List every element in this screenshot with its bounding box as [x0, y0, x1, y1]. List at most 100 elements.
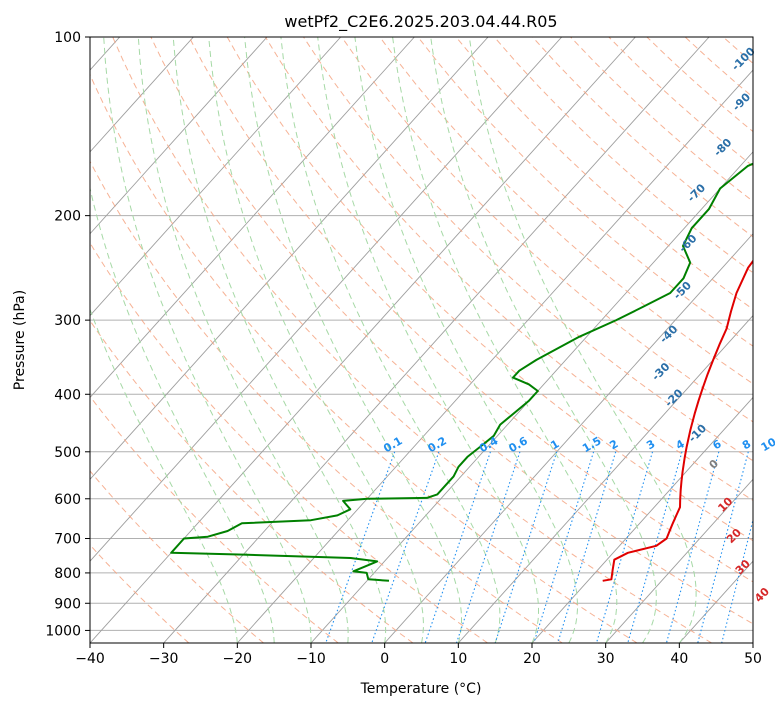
moist-adiabat-line [468, 37, 697, 643]
y-tick-label: 300 [54, 313, 81, 329]
dewpoint-line [170, 162, 753, 582]
isotherm-line [90, 37, 563, 562]
isotherm-line [457, 314, 753, 643]
mixing-ratio-line [665, 451, 720, 643]
dry-adiabat-line [90, 319, 414, 643]
isotherm-line [678, 560, 753, 643]
y-tick-label: 200 [54, 209, 81, 225]
moist-adiabat-line [392, 37, 618, 643]
dry-adiabat-line [112, 37, 712, 643]
dry-adiabat-line [379, 37, 753, 385]
x-tick-label: −40 [75, 651, 105, 667]
y-tick-label: 1000 [45, 623, 81, 639]
x-axis-label: Temperature (°C) [360, 681, 482, 697]
moist-adiabat-line [280, 37, 501, 643]
isotherm-line [90, 37, 194, 153]
mixing-ratio-line [721, 517, 753, 643]
moist-adiabat-line [317, 37, 539, 643]
moist-adiabat-line [103, 37, 312, 643]
axes: −40 −30 −20 −10 0 10 20 30 40 5010020030040050060… [45, 30, 762, 667]
mixing-ratio-line [455, 451, 521, 643]
mixing-ratio-line [697, 451, 749, 643]
moist-adiabat-label: -50 [671, 279, 694, 302]
dry-adiabat-label: 10 [715, 494, 735, 514]
x-tick-label: 50 [744, 651, 762, 667]
isotherm-line [384, 233, 753, 643]
mixing-ratio-line [595, 451, 654, 643]
dry-adiabat-line [90, 241, 488, 643]
y-tick-label: 700 [54, 532, 81, 548]
dry-adiabat-line [264, 37, 753, 501]
y-tick-label: 500 [54, 445, 81, 461]
moist-adiabat-line [354, 37, 578, 643]
mixing-ratio-line [557, 451, 617, 643]
x-tick-label: −10 [296, 651, 326, 667]
dry-adiabat-line [90, 73, 638, 643]
moist-adiabat-line [208, 37, 424, 643]
dry-adiabat-line [90, 544, 190, 643]
x-tick-label: 40 [670, 651, 688, 667]
mixing-ratio-line [533, 451, 595, 643]
isotherm-line [90, 37, 489, 480]
plot-frame [89, 36, 754, 644]
dry-adiabat-line [90, 470, 264, 643]
moist-adiabat-label: -40 [657, 322, 680, 345]
moist-adiabat-line [244, 37, 462, 643]
mixing-ratio-line [627, 451, 683, 643]
moist-adiabat-label: -20 [662, 386, 685, 409]
moist-adiabat-line [430, 37, 657, 643]
mixing-ratio-line [424, 451, 491, 643]
dry-adiabat-label: 20 [724, 526, 744, 546]
mixing-ratio-line [325, 451, 396, 643]
y-tick-label: 100 [54, 30, 81, 46]
mixing-ratio-label: 1 [548, 437, 561, 452]
y-tick-label: 600 [54, 492, 81, 508]
y-tick-label: 800 [54, 566, 81, 582]
moist-adiabat-label: -70 [685, 181, 708, 204]
dry-adiabat-line [150, 37, 753, 625]
isotherm-line [163, 37, 710, 643]
moist-adiabat-label: -60 [676, 232, 699, 255]
x-tick-label: 0 [380, 651, 389, 667]
isotherm-line [605, 478, 753, 643]
x-tick-label: −30 [149, 651, 179, 667]
mixing-ratio-label: 3 [644, 437, 657, 452]
moist-adiabat-label: -90 [730, 90, 753, 113]
background-lines [90, 37, 753, 643]
mixing-ratio-label: 10 [759, 435, 775, 454]
profile-lines [170, 162, 753, 582]
mixing-ratio-line [752, 640, 753, 643]
mixing-ratio-label: 6 [711, 437, 724, 452]
mixing-ratio-line [371, 451, 440, 643]
dry-adiabat-label: 40 [752, 585, 772, 605]
moist-adiabat-line [90, 308, 238, 643]
y-tick-label: 400 [54, 387, 81, 403]
isotherm-line [752, 642, 753, 643]
moist-adiabat-line [137, 37, 349, 643]
isotherm-line [90, 37, 342, 317]
moist-adiabat-label: -10 [686, 421, 709, 444]
isotherm-line [236, 69, 753, 643]
y-tick-label: 900 [54, 596, 81, 612]
chart-title: wetPf2_C2E6.2025.203.04.44.R05 [284, 12, 557, 32]
mixing-ratio-line [494, 451, 558, 643]
dry-adiabat-line [684, 37, 753, 98]
x-tick-label: −20 [223, 651, 253, 667]
x-tick-label: 10 [449, 651, 467, 667]
mixing-ratio-label: 2 [607, 437, 620, 452]
temperature-line [602, 259, 753, 582]
x-tick-label: 30 [597, 651, 615, 667]
moist-adiabat-label: -80 [711, 136, 734, 159]
isotherm-line [90, 37, 268, 235]
moist-adiabat-label: 0 [707, 457, 722, 472]
dry-adiabat-line [417, 37, 753, 347]
isotherm-line [310, 151, 753, 643]
moist-adiabat-label: -100 [729, 45, 758, 74]
mixing-ratio-label: 8 [740, 437, 753, 452]
dry-adiabat-line [455, 37, 753, 310]
moist-adiabat-line [172, 37, 387, 643]
dry-adiabat-label: 30 [733, 557, 753, 577]
y-axis-label: Pressure (hPa) [12, 290, 28, 390]
moist-adiabat-line [90, 186, 275, 643]
